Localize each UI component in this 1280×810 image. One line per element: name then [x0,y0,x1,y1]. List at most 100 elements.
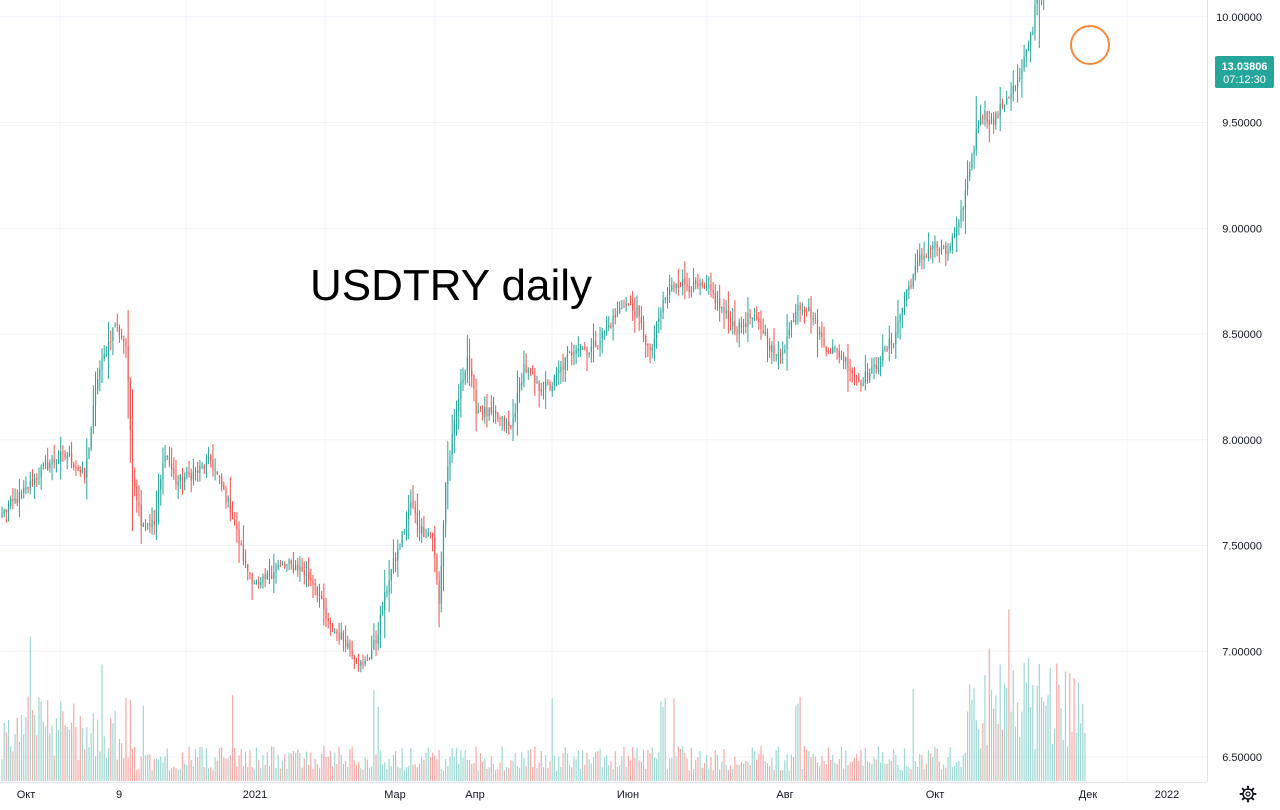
candle [969,161,971,181]
candle [503,415,505,432]
candle [207,446,210,465]
candle [268,558,271,585]
volume-bar [945,767,947,781]
volume-bar [288,752,290,781]
candle [366,654,368,661]
candle [671,277,673,293]
volume-bar [116,759,118,781]
candle [455,400,458,436]
candle [16,489,18,507]
volume-bar [462,757,464,781]
candle [686,272,688,292]
candle [292,551,295,574]
candle [316,585,318,603]
candle [518,377,521,404]
volume-bar [951,767,953,781]
candle [723,298,725,329]
volume-bar [473,762,475,781]
volume-bar [70,722,73,781]
volume-bar [123,758,125,781]
candle [825,346,827,357]
candle [288,558,290,571]
candle [214,458,216,481]
candle [666,287,669,309]
candle [358,653,360,672]
settings-gear-icon[interactable] [1239,785,1257,803]
volume-bar [636,747,638,781]
volume-bar [271,746,273,781]
candle [649,343,651,364]
candle [190,468,192,493]
candle [188,461,190,478]
volume-bar [927,750,930,781]
candle [605,316,608,336]
volume-bar [408,766,410,781]
volume-bar [1012,670,1014,781]
candle [916,249,919,273]
candle [834,345,836,353]
candle [323,583,325,626]
volume-bar [421,756,423,781]
volume-bar [603,757,605,781]
candle [184,472,186,491]
volume-bar [1025,682,1027,781]
candle [775,353,777,362]
volume-bar [573,756,575,781]
candle [516,370,519,436]
volume-bar [125,697,127,781]
volume-bar [947,757,949,781]
volume-bar [1014,726,1017,781]
volume-bar [686,758,688,781]
volume-bar [1,759,3,781]
candle [429,531,432,539]
volume-bar [903,748,906,781]
candle [231,501,234,520]
candle [738,318,740,348]
volume-bar [555,770,558,781]
candle [329,617,331,636]
candle [440,551,442,613]
time-tick-label: Июн [617,789,639,801]
volume-bar [431,752,434,781]
candle [653,325,656,361]
candle [1003,104,1006,112]
volume-bar [327,756,329,781]
time-tick-label: 9 [116,789,122,801]
price-axis[interactable]: 6.50000 7.00000 7.50000 8.00000 8.50000 9.000… [1216,0,1262,764]
candle [436,553,438,585]
volume-bar [144,755,147,781]
candle [914,253,916,281]
candle [112,327,114,355]
volume-bar [492,763,495,781]
volume-bar [375,754,377,781]
volume-bar [482,761,484,781]
candle [347,635,349,650]
candle [44,455,47,469]
volume-bar [25,717,27,781]
candle [331,623,334,633]
candle [449,450,451,481]
volume-bar [760,746,762,781]
candle [990,113,993,125]
volume-bar [936,748,938,781]
volume-bar [60,701,62,781]
volume-bar [740,761,742,781]
candle [86,438,88,500]
candle [806,307,808,317]
candle [862,376,864,387]
candle [495,405,497,424]
volume-bar [264,764,266,781]
candlesticks [1,0,1045,673]
candle [853,367,856,386]
volume-bar [712,770,714,781]
candle [477,402,479,414]
volume-bar [540,751,542,781]
time-axis[interactable]: Окт 9 2021 Мар Апр Июн Авг Окт Дек 2022 [17,789,1180,801]
volume-bar [860,749,862,781]
volume-bar [882,752,884,781]
candle [249,572,251,580]
volume-bar [1051,744,1053,781]
volume-bar [323,746,325,781]
volume-bar [7,719,10,781]
volume-bar [284,754,286,781]
